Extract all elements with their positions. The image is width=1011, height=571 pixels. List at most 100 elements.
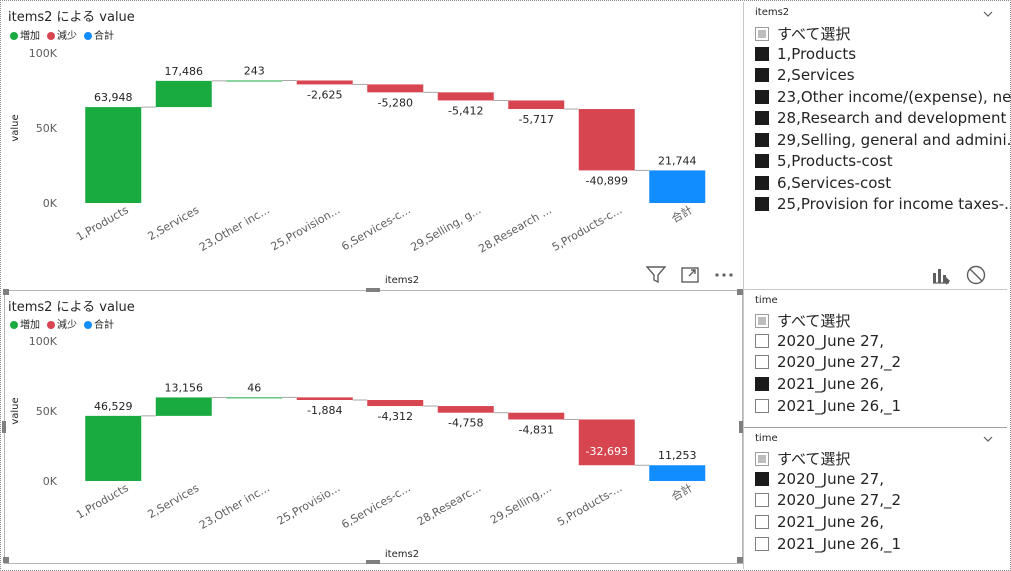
checkbox[interactable]	[755, 26, 769, 41]
checkbox[interactable]	[755, 355, 769, 370]
checkbox[interactable]	[755, 46, 769, 61]
slicer-option-label: 23,Other income/(expense), net	[777, 87, 1011, 106]
checkbox[interactable]	[755, 175, 769, 190]
checkbox[interactable]	[755, 132, 769, 147]
data-label: -5,717	[519, 113, 554, 126]
x-tick-label: 2,Services	[145, 203, 201, 243]
checkbox[interactable]	[755, 451, 769, 466]
waterfall-bar	[367, 400, 424, 407]
waterfall-visual-top[interactable]: items2 による value 増加 減少 合計 0K 50K 100K value…	[2, 2, 742, 289]
more-options-icon[interactable]	[714, 266, 734, 284]
checkbox[interactable]	[755, 515, 769, 530]
slicer-option[interactable]: 2,Services	[755, 66, 855, 84]
slicer-option[interactable]: 28,Research and development	[755, 109, 1006, 127]
checkbox[interactable]	[755, 398, 769, 413]
visual-title: items2 による value	[8, 10, 135, 25]
slicer-option[interactable]: すべて選択	[755, 448, 850, 469]
slicer-option[interactable]: 2020_June 27,_2	[755, 353, 901, 371]
slicer-option[interactable]: 2020_June 27,	[755, 470, 884, 488]
slicer-option[interactable]: 2020_June 27,	[755, 332, 884, 350]
checkbox[interactable]	[755, 111, 769, 125]
slicer-option[interactable]: 25,Provision for income taxes-...	[755, 195, 1011, 213]
waterfall-chart-top: 0K 50K 100K value 63,948 17,486 243 -2,625 -5,28…	[10, 47, 706, 286]
slicer-option[interactable]: すべて選択	[755, 310, 850, 331]
checkbox[interactable]	[755, 197, 769, 211]
chevron-down-icon[interactable]	[983, 11, 993, 17]
data-label: -32,693	[586, 445, 628, 458]
data-label: -4,758	[448, 417, 483, 430]
checkbox[interactable]	[755, 313, 769, 328]
x-tick-label: 5,Products-c...	[550, 203, 624, 254]
checkbox[interactable]	[755, 68, 769, 82]
resize-handle-top[interactable]	[366, 288, 380, 292]
resize-handle-bottom-right[interactable]	[737, 557, 743, 563]
checkbox[interactable]	[755, 154, 769, 168]
slicer-option[interactable]: すべて選択	[755, 23, 850, 44]
format-visual-icon[interactable]	[931, 265, 953, 289]
slicer-time-2[interactable]: time すべて選択 2020_June 27, 2020_June 27,_2 20…	[745, 428, 1007, 566]
slicer-option-label: 2021_June 26,	[777, 513, 884, 532]
x-tick-label: 2,Services	[145, 481, 201, 521]
slicer-option[interactable]: 2021_June 26,_1	[755, 397, 901, 415]
x-tick-label: 25,Provision...	[269, 203, 343, 253]
resize-handle-left[interactable]	[2, 421, 6, 433]
slicer-option[interactable]: 2020_June 27,_2	[755, 491, 901, 509]
slicer-option-label: 2020_June 27,	[777, 469, 884, 488]
slicer-option[interactable]: 6,Services-cost	[755, 174, 891, 192]
slicer-column-divider	[743, 2, 744, 569]
y-tick-label: 50K	[36, 405, 58, 418]
x-tick-label: 29,Selling,...	[488, 481, 554, 526]
x-tick-label: 25,Provisio...	[275, 481, 342, 527]
resize-handle-bottom[interactable]	[366, 560, 380, 564]
slicer-option-label: 2020_June 27,	[777, 331, 884, 350]
data-label: -2,625	[307, 88, 342, 101]
checkbox[interactable]	[755, 536, 769, 551]
waterfall-visual-bottom[interactable]: items2 による value 増加 減少 合計 0K 50K 100K value…	[2, 292, 738, 560]
focus-mode-icon[interactable]	[680, 266, 700, 284]
slicer-items2[interactable]: items2 すべて選択 1,Products 2,Services 23,Other…	[745, 3, 1011, 289]
checkbox[interactable]	[755, 471, 769, 486]
checkbox[interactable]	[755, 89, 769, 104]
visual-title: items2 による value	[8, 300, 135, 315]
slicer-option-label: 5,Products-cost	[777, 152, 893, 170]
data-label: -1,884	[307, 404, 342, 417]
resize-handle-top-left[interactable]	[3, 289, 9, 295]
slicer-divider	[744, 427, 1007, 428]
slicer-option-label: 1,Products	[777, 44, 857, 63]
legend-item-total: 合計	[84, 27, 114, 42]
data-label: 46,529	[94, 400, 133, 413]
clear-selections-icon[interactable]	[965, 265, 987, 289]
slicer-title: time	[755, 295, 778, 306]
slicer-option[interactable]: 2021_June 26,_1	[755, 535, 901, 553]
slicer-option[interactable]: 5,Products-cost	[755, 152, 893, 170]
slicer-option[interactable]: 1,Products	[755, 45, 856, 63]
resize-handle-top-right[interactable]	[737, 289, 743, 295]
data-label: 13,156	[165, 381, 204, 394]
chart-legend: 増加 減少 合計	[10, 316, 114, 331]
slicer-option[interactable]: 29,Selling, general and admini...	[755, 131, 1011, 149]
slicer-option-label: すべて選択	[777, 312, 851, 330]
data-label: -5,280	[378, 96, 413, 109]
waterfall-bar	[508, 100, 565, 110]
checkbox[interactable]	[755, 333, 769, 348]
slicer-option-label: 25,Provision for income taxes-...	[777, 195, 1011, 213]
resize-handle-bottom-left[interactable]	[3, 557, 9, 563]
chevron-down-icon[interactable]	[983, 436, 993, 442]
filter-icon[interactable]	[646, 266, 666, 284]
x-tick-label: 28,Research ...	[476, 203, 553, 255]
slicer-option-label: すべて選択	[777, 450, 851, 468]
slicer-time-1[interactable]: time すべて選択 2020_June 27, 2020_June 27,_2 20…	[745, 290, 1007, 425]
resize-handle-right[interactable]	[739, 421, 743, 433]
slicer-option[interactable]: 2021_June 26,	[755, 513, 884, 531]
legend-item-decrease: 減少	[47, 316, 77, 331]
x-tick-label: 合計	[669, 202, 695, 225]
waterfall-bar	[649, 465, 706, 481]
data-label: 17,486	[165, 65, 204, 78]
slicer-option[interactable]: 23,Other income/(expense), net	[755, 88, 1011, 106]
slicer-option[interactable]: 2021_June 26,	[755, 375, 884, 393]
x-tick-label: 1,Products	[74, 481, 131, 521]
y-tick-label: 50K	[36, 122, 58, 135]
checkbox[interactable]	[755, 377, 769, 392]
checkbox[interactable]	[755, 493, 769, 508]
data-label: -5,412	[448, 104, 483, 117]
